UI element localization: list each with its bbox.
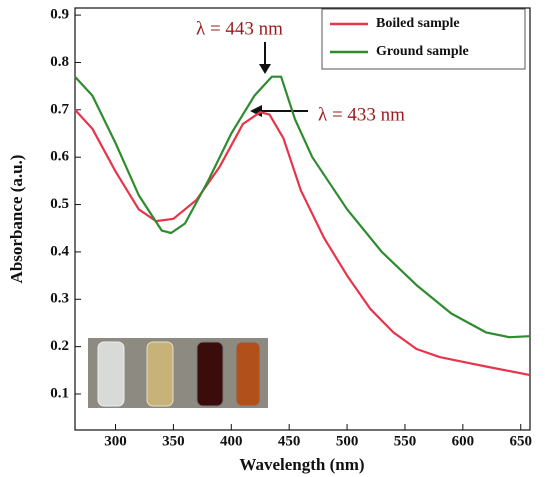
y-tick-label: 0.1 [50,385,69,401]
x-tick-label: 600 [452,433,475,449]
y-tick-label: 0.7 [50,101,69,117]
y-tick-label: 0.8 [50,54,69,70]
legend-label: Boiled sample [376,16,460,31]
inset-photo [88,338,268,408]
x-tick-label: 450 [278,433,301,449]
y-tick-label: 0.3 [50,291,69,307]
y-tick-label: 0.4 [50,243,69,259]
x-tick-label: 350 [162,433,185,449]
annotation: λ = 443 nm [196,18,283,39]
series-line [74,75,531,339]
series-line [74,109,531,377]
y-tick-label: 0.9 [50,7,69,23]
x-tick-label: 550 [394,433,417,449]
annotation: λ = 433 nm [318,104,405,125]
x-tick-label: 300 [104,433,127,449]
x-tick-label: 500 [336,433,359,449]
y-axis-title: Absorbance (a.u.) [7,155,26,284]
x-axis-title: Wavelength (nm) [239,455,364,474]
x-tick-label: 650 [509,433,532,449]
legend-box [321,8,526,70]
arrow-head [259,64,271,74]
plot-frame [74,7,531,431]
y-tick-label: 0.6 [50,149,69,165]
y-tick-label: 0.5 [50,196,69,212]
y-tick-label: 0.2 [50,338,69,354]
legend-label: Ground sample [376,44,469,59]
x-tick-label: 400 [220,433,243,449]
